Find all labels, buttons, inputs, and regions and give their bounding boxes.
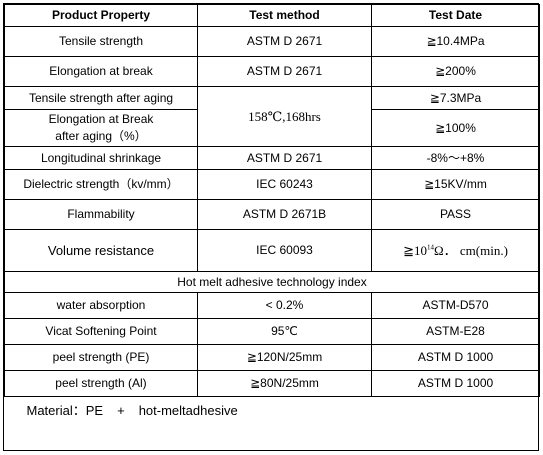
method-cell: ASTM-D570 xyxy=(371,292,540,319)
material-label: Material：PE xyxy=(26,402,104,418)
method-cell: ASTM D 2671B xyxy=(197,199,372,230)
method-cell: ASTM D 1000 xyxy=(371,370,540,397)
table-row: peel strength (Al) ≧80N/25mm ASTM D 1000 xyxy=(4,370,540,397)
value-cell: ≧80N/25mm xyxy=(197,370,372,397)
value-cell: ≧200% xyxy=(371,56,540,87)
property-cell: Volume resistance xyxy=(4,229,198,272)
header-row: Product Property Test method Test Date xyxy=(4,4,540,27)
property-cell: water absorption xyxy=(4,292,198,319)
property-cell: Vicat Softening Point xyxy=(4,318,198,345)
property-line-1: Elongation at Break xyxy=(48,112,154,126)
value-exponent: 14 xyxy=(426,243,434,252)
product-property-table: Product Property Test method Test Date T… xyxy=(4,4,540,423)
property-cell: Dielectric strength（kv/mm） xyxy=(4,169,198,200)
table-row: Volume resistance IEC 60093 ≧1014Ω． cm(m… xyxy=(4,229,540,272)
property-line-2: after aging（%） xyxy=(55,129,147,143)
value-cell: PASS xyxy=(371,199,540,230)
table-row: Longitudinal shrinkage ASTM D 2671 -8%～+… xyxy=(4,146,540,170)
property-cell: Elongation at Break after aging（%） xyxy=(4,109,198,147)
header-test-date: Test Date xyxy=(371,4,540,27)
method-cell: ASTM D 2671 xyxy=(197,56,372,87)
header-product-property: Product Property xyxy=(4,4,198,27)
value-cell: ≧120N/25mm xyxy=(197,344,372,371)
property-cell: Longitudinal shrinkage xyxy=(4,146,198,170)
method-cell: ASTM D 2671 xyxy=(197,146,372,170)
method-cell: IEC 60093 xyxy=(197,229,372,272)
table-row: Vicat Softening Point 95℃ ASTM-E28 xyxy=(4,318,540,345)
value-prefix: ≧10 xyxy=(403,243,427,258)
property-cell: Tensile strength after aging xyxy=(4,86,198,110)
property-cell: peel strength (Al) xyxy=(4,370,198,397)
value-suffix: Ω． cm(min.) xyxy=(433,243,508,258)
table-row: water absorption < 0.2% ASTM-D570 xyxy=(4,292,540,319)
method-cell-aging: 158℃,168hrs xyxy=(197,86,372,147)
header-test-method: Test method xyxy=(197,4,372,27)
adhesive-section-row: Hot melt adhesive technology index xyxy=(4,271,540,293)
property-cell: peel strength (PE) xyxy=(4,344,198,371)
table-row: Flammability ASTM D 2671B PASS xyxy=(4,199,540,230)
table-row: Tensile strength after aging 158℃,168hrs… xyxy=(4,86,540,147)
table-row: Elongation at Break after aging（%） ≧100% xyxy=(4,109,540,147)
value-cell: ≧7.3MPa xyxy=(371,86,540,110)
value-cell: ≧100% xyxy=(371,109,540,147)
table-row: Dielectric strength（kv/mm） IEC 60243 ≧15… xyxy=(4,169,540,200)
value-cell: 95℃ xyxy=(197,318,372,345)
method-cell: ASTM-E28 xyxy=(371,318,540,345)
method-cell: IEC 60243 xyxy=(197,169,372,200)
table-row: peel strength (PE) ≧120N/25mm ASTM D 100… xyxy=(4,344,540,371)
property-cell: Elongation at break xyxy=(4,56,198,87)
adhesive-section-title: Hot melt adhesive technology index xyxy=(4,271,540,293)
material-plus: + xyxy=(117,402,125,418)
property-cell: Tensile strength xyxy=(4,26,198,57)
value-cell: -8%～+8% xyxy=(371,146,540,170)
table-row: Elongation at break ASTM D 2671 ≧200% xyxy=(4,56,540,87)
value-cell: ≧1014Ω． cm(min.) xyxy=(371,229,540,272)
material-name: hot-meltadhesive xyxy=(138,402,238,418)
value-cell: ≧10.4MPa xyxy=(371,26,540,57)
method-cell: ASTM D 2671 xyxy=(197,26,372,57)
spec-sheet: Product Property Test method Test Date T… xyxy=(3,3,540,451)
value-cell: ≧15KV/mm xyxy=(371,169,540,200)
footer-row: Material：PE + hot-meltadhesive xyxy=(5,397,540,424)
property-cell: Flammability xyxy=(4,199,198,230)
table-row: Tensile strength ASTM D 2671 ≧10.4MPa xyxy=(4,26,540,57)
method-cell: ASTM D 1000 xyxy=(371,344,540,371)
material-footer: Material：PE + hot-meltadhesive xyxy=(5,397,540,424)
value-cell: < 0.2% xyxy=(197,292,372,319)
